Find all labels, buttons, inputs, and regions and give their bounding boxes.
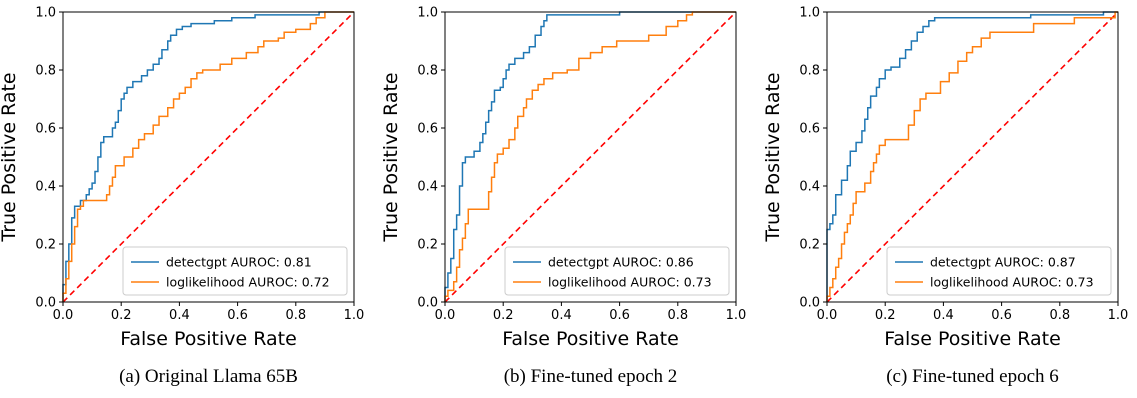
series-line-detectgpt	[62, 11, 354, 302]
legend-label-loglikelihood: loglikelihood AUROC: 0.73	[930, 275, 1094, 290]
diagonal-reference-line	[62, 11, 355, 303]
y-tick-label: 0.8	[35, 64, 56, 79]
x-tick-label: 0.4	[169, 308, 190, 323]
y-tick-label: 0.6	[35, 122, 56, 137]
x-tick-label: 1.0	[1108, 308, 1129, 323]
plot-frame	[444, 11, 737, 303]
legend: detectgpt AUROC: 0.81 loglikelihood AUROC…	[122, 246, 348, 296]
roc-panel-1: 0.0 0.2 0.4 0.6 0.8 1.0 0.0 0.2 0.4 0.6 0.8 1.0 Fals…	[0, 6, 364, 351]
legend-label-detectgpt: detectgpt AUROC: 0.81	[166, 255, 312, 270]
panel-caption: (b) Fine-tuned epoch 2	[503, 366, 678, 387]
diagonal-reference-line	[826, 11, 1119, 303]
legend-label-detectgpt: detectgpt AUROC: 0.87	[930, 255, 1076, 270]
y-tick-label: 0.4	[417, 180, 438, 195]
legend-box	[886, 246, 1112, 296]
y-tick-label: 0.6	[417, 122, 438, 137]
x-tick-label: 0.6	[991, 308, 1012, 323]
panel-caption: (c) Fine-tuned epoch 6	[886, 366, 1059, 387]
x-tick-label: 0.2	[493, 308, 514, 323]
plot-frame	[62, 11, 355, 303]
y-axis-label: True Positive Rate	[380, 72, 402, 242]
x-axis-label: False Positive Rate	[502, 328, 679, 350]
series-line-loglikelihood	[444, 11, 736, 302]
series-line-loglikelihood	[826, 11, 1118, 302]
roc-panel-3: 0.0 0.2 0.4 0.6 0.8 1.0 0.0 0.2 0.4 0.6 0.8 1.0 Fals…	[762, 6, 1128, 351]
panel-caption: (a) Original Llama 65B	[119, 366, 298, 387]
x-tick-label: 0.6	[227, 308, 248, 323]
series-line-loglikelihood	[62, 11, 354, 302]
y-tick-label: 1.0	[35, 6, 56, 21]
y-tick-label: 0.4	[799, 180, 820, 195]
series-line-detectgpt	[826, 11, 1118, 302]
y-tick-label: 0.8	[417, 64, 438, 79]
diagonal-reference-line	[444, 11, 737, 303]
x-tick-label: 1.0	[344, 308, 365, 323]
x-tick-label: 0.6	[609, 308, 630, 323]
x-tick-label: 0.4	[933, 308, 954, 323]
y-tick-label: 0.8	[799, 64, 820, 79]
x-tick-label: 1.0	[726, 308, 747, 323]
legend: detectgpt AUROC: 0.86 loglikelihood AUROC…	[504, 246, 730, 296]
legend-box	[122, 246, 348, 296]
x-axis-label: False Positive Rate	[884, 328, 1061, 350]
legend-label-loglikelihood: loglikelihood AUROC: 0.73	[548, 275, 712, 290]
plot-frame	[826, 11, 1119, 303]
y-tick-label: 0.4	[35, 180, 56, 195]
y-tick-label: 0.2	[35, 238, 56, 253]
y-tick-label: 0.0	[417, 296, 438, 311]
y-axis-label: True Positive Rate	[0, 72, 20, 242]
y-tick-label: 0.0	[35, 296, 56, 311]
y-tick-label: 1.0	[417, 6, 438, 21]
x-tick-label: 0.0	[435, 308, 456, 323]
series-line-detectgpt	[444, 11, 736, 302]
x-tick-label: 0.4	[551, 308, 572, 323]
x-tick-label: 0.0	[817, 308, 838, 323]
roc-panel-2: 0.0 0.2 0.4 0.6 0.8 1.0 0.0 0.2 0.4 0.6 0.8 1.0 Fals…	[380, 6, 746, 351]
legend-box	[504, 246, 730, 296]
y-tick-label: 0.2	[799, 238, 820, 253]
legend: detectgpt AUROC: 0.87 loglikelihood AUROC…	[886, 246, 1112, 296]
x-tick-label: 0.8	[285, 308, 306, 323]
y-axis-label: True Positive Rate	[762, 72, 784, 242]
x-tick-label: 0.0	[53, 308, 74, 323]
x-tick-label: 0.8	[667, 308, 688, 323]
legend-label-loglikelihood: loglikelihood AUROC: 0.72	[166, 275, 330, 290]
y-tick-label: 0.2	[417, 238, 438, 253]
legend-label-detectgpt: detectgpt AUROC: 0.86	[548, 255, 694, 270]
y-tick-label: 0.6	[799, 122, 820, 137]
y-tick-label: 1.0	[799, 6, 820, 21]
x-tick-label: 0.8	[1049, 308, 1070, 323]
x-axis-label: False Positive Rate	[120, 328, 297, 350]
x-tick-label: 0.2	[875, 308, 896, 323]
x-tick-label: 0.2	[111, 308, 132, 323]
y-tick-label: 0.0	[799, 296, 820, 311]
